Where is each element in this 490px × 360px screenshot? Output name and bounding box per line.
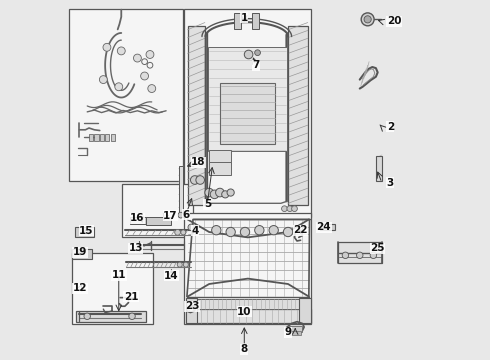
Circle shape (210, 190, 219, 199)
Circle shape (115, 83, 122, 91)
Circle shape (255, 226, 264, 235)
Bar (186, 299, 311, 309)
Text: 3: 3 (387, 178, 394, 188)
Text: 4: 4 (191, 226, 198, 236)
Bar (72, 249, 92, 259)
Bar (252, 13, 259, 30)
Circle shape (227, 189, 234, 196)
Bar (299, 298, 311, 323)
Circle shape (193, 226, 198, 231)
Circle shape (212, 226, 221, 235)
Circle shape (188, 224, 195, 230)
Circle shape (191, 176, 199, 184)
Text: 6: 6 (182, 210, 190, 220)
Circle shape (216, 188, 224, 197)
Circle shape (364, 16, 371, 23)
Text: 10: 10 (237, 307, 251, 317)
Bar (376, 156, 382, 181)
Circle shape (357, 252, 363, 258)
Bar (72, 253, 153, 324)
Circle shape (84, 313, 91, 319)
Circle shape (240, 227, 250, 237)
Text: 12: 12 (73, 283, 87, 293)
Bar (209, 149, 231, 164)
Bar (147, 217, 172, 225)
Circle shape (177, 262, 182, 267)
Bar (209, 162, 231, 175)
Circle shape (269, 226, 278, 235)
Circle shape (99, 76, 107, 84)
Bar (338, 242, 382, 263)
Text: 17: 17 (163, 211, 178, 221)
Bar (186, 298, 196, 323)
Bar (122, 184, 194, 237)
Bar (111, 134, 115, 140)
Text: 21: 21 (123, 292, 138, 302)
Bar (288, 326, 302, 332)
Bar (69, 9, 183, 181)
Bar (95, 134, 98, 140)
Text: 19: 19 (73, 247, 87, 257)
Bar (100, 134, 104, 140)
Bar (220, 83, 275, 144)
Text: 8: 8 (241, 344, 248, 354)
Bar (89, 134, 93, 140)
Circle shape (282, 206, 287, 212)
Circle shape (133, 54, 141, 62)
Text: 20: 20 (387, 17, 401, 27)
Circle shape (361, 13, 374, 26)
Bar (184, 9, 311, 217)
Circle shape (148, 85, 156, 93)
Bar (208, 47, 287, 151)
Text: 1: 1 (241, 13, 248, 23)
Bar (186, 309, 311, 323)
Circle shape (255, 50, 260, 55)
Bar (129, 217, 146, 224)
Circle shape (196, 176, 204, 184)
Circle shape (117, 47, 125, 55)
Text: 24: 24 (317, 222, 331, 232)
Bar (105, 134, 109, 140)
Bar (288, 26, 308, 205)
Text: 2: 2 (387, 122, 394, 132)
Circle shape (146, 50, 154, 58)
Circle shape (226, 227, 235, 237)
Bar (188, 26, 205, 205)
Circle shape (342, 252, 349, 258)
Circle shape (205, 188, 214, 197)
Circle shape (292, 206, 297, 212)
Text: 5: 5 (204, 199, 211, 209)
Bar (234, 13, 242, 30)
Circle shape (129, 313, 135, 319)
Text: 9: 9 (285, 327, 292, 337)
Bar (320, 224, 335, 230)
Bar (184, 213, 311, 324)
Text: 16: 16 (130, 213, 145, 223)
Text: 25: 25 (370, 243, 385, 253)
Circle shape (183, 262, 188, 267)
Circle shape (181, 230, 186, 235)
Circle shape (287, 206, 293, 212)
Text: 15: 15 (79, 226, 94, 236)
Text: 11: 11 (112, 270, 126, 280)
Text: 14: 14 (164, 271, 179, 281)
Circle shape (370, 252, 377, 258)
Circle shape (245, 50, 253, 59)
Text: 7: 7 (252, 60, 259, 70)
Circle shape (103, 43, 111, 51)
Circle shape (221, 191, 229, 198)
Text: 23: 23 (185, 301, 199, 311)
Text: 13: 13 (128, 243, 143, 253)
Bar (74, 226, 95, 237)
Text: 22: 22 (294, 225, 308, 235)
Circle shape (283, 227, 293, 237)
Bar (179, 166, 183, 217)
Circle shape (141, 72, 148, 80)
Circle shape (175, 229, 180, 235)
Text: 18: 18 (191, 157, 206, 167)
Circle shape (178, 212, 184, 218)
Bar (76, 311, 147, 321)
Bar (290, 330, 300, 335)
